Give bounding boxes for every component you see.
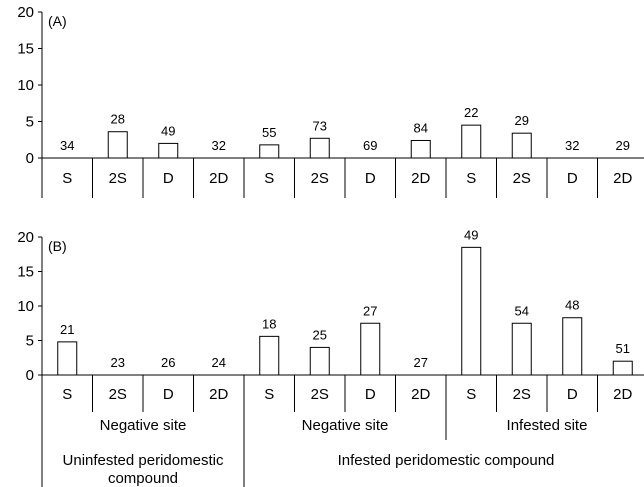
category-label: 2D [613, 386, 632, 403]
data-label: 23 [111, 355, 125, 370]
y-tick-label: 0 [26, 150, 34, 167]
data-label: 21 [60, 322, 74, 337]
data-label: 51 [616, 341, 630, 356]
category-label: S [264, 170, 274, 187]
bar [461, 124, 482, 159]
category-label: 2D [411, 170, 430, 187]
data-label: 54 [515, 303, 529, 318]
category-label: D [365, 386, 376, 403]
category-label: 2S [311, 170, 329, 187]
bar [360, 322, 381, 376]
data-label: 29 [515, 113, 529, 128]
data-label: 49 [161, 123, 175, 138]
category-label: D [567, 170, 578, 187]
category-label: S [466, 386, 476, 403]
bar [57, 341, 78, 376]
category-label: S [264, 386, 274, 403]
bar [107, 131, 128, 159]
y-tick-label: 5 [26, 333, 34, 350]
category-label: S [62, 386, 72, 403]
category-label: 2D [411, 386, 430, 403]
data-label: 18 [262, 316, 276, 331]
category-label: 2S [109, 386, 127, 403]
category-label: 2S [513, 170, 531, 187]
category-label: 2S [311, 386, 329, 403]
category-label: S [62, 170, 72, 187]
data-label: 49 [464, 227, 478, 242]
category-label: 2S [109, 170, 127, 187]
data-label: 28 [111, 112, 125, 127]
data-label: 27 [414, 355, 428, 370]
data-label: 27 [363, 303, 377, 318]
panel-a: 0 5 10 15 20 34 S 28 2S 49 D 32 2D 55 S 73 2S 69 D 84 2D 22 S 2… [17, 4, 644, 198]
data-label: 29 [616, 138, 630, 153]
bar [511, 132, 532, 159]
category-label: 2D [613, 170, 632, 187]
data-label: 55 [262, 125, 276, 140]
y-tick-label: 0 [26, 367, 34, 384]
group-label-site: Infested site [507, 417, 588, 434]
data-label: 26 [161, 355, 175, 370]
category-label: 2D [209, 170, 228, 187]
data-label: 34 [60, 138, 74, 153]
y-tick-label: 10 [17, 77, 34, 94]
y-tick-label: 20 [17, 4, 34, 21]
group-label-site: Negative site [100, 417, 187, 434]
group-labels: Negative site Negative site Infested site U… [41, 412, 588, 487]
panel-label: (A) [48, 13, 67, 29]
y-tick-label: 15 [17, 41, 34, 58]
category-label: D [567, 386, 578, 403]
y-tick-label: 5 [26, 114, 34, 131]
bar [410, 139, 431, 159]
category-label: D [163, 170, 174, 187]
group-label-compound: Uninfested peridomestic [63, 452, 224, 469]
group-label-compound: Infested peridomestic compound [338, 452, 555, 469]
group-label-site: Negative site [302, 417, 389, 434]
bar [259, 335, 280, 376]
data-label: 32 [212, 138, 226, 153]
y-tick-label: 20 [17, 229, 34, 246]
bar [612, 360, 633, 376]
bar [562, 317, 583, 376]
data-label: 48 [565, 298, 579, 313]
bar [511, 322, 532, 376]
category-label: D [365, 170, 376, 187]
panel-label: (B) [48, 238, 67, 254]
panel-b: 0 5 10 15 20 21 S 23 2S 26 D 24 2D 18 S 25 2S 27 D 27 2D 49 S 5… [17, 227, 644, 412]
data-label: 73 [313, 118, 327, 133]
group-label-compound: compound [108, 470, 178, 487]
bar [461, 246, 482, 376]
y-tick-label: 10 [17, 298, 34, 315]
bar [158, 142, 179, 159]
category-label: D [163, 386, 174, 403]
data-label: 22 [464, 105, 478, 120]
category-label: S [466, 170, 476, 187]
data-label: 69 [363, 138, 377, 153]
data-label: 84 [414, 120, 428, 135]
data-label: 32 [565, 138, 579, 153]
data-label: 24 [212, 355, 226, 370]
y-tick-label: 15 [17, 264, 34, 281]
category-label: 2S [513, 386, 531, 403]
category-label: 2D [209, 386, 228, 403]
bar [309, 137, 330, 159]
bar [309, 346, 330, 376]
data-label: 25 [313, 327, 327, 342]
bar [259, 144, 280, 159]
